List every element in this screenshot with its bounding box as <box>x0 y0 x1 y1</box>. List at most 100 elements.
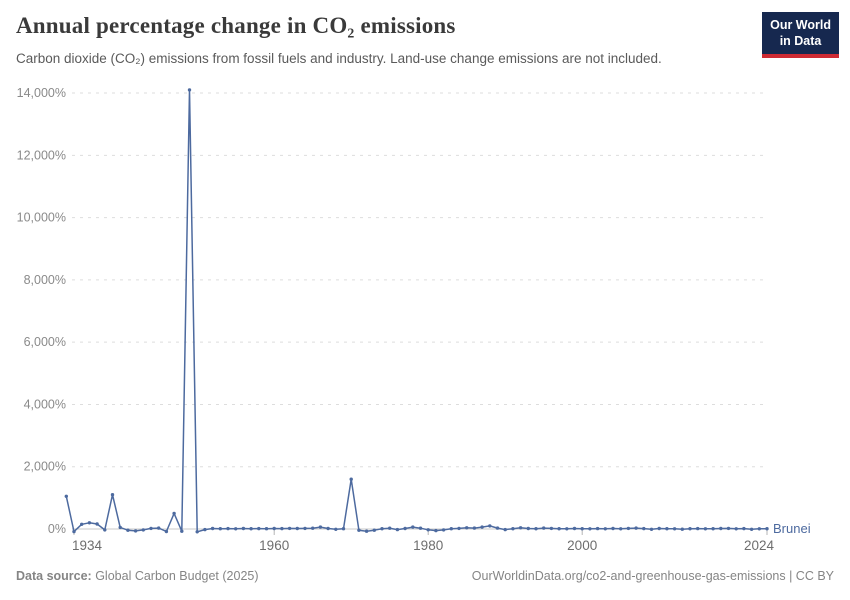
data-point[interactable] <box>542 526 546 530</box>
data-point[interactable] <box>303 526 307 531</box>
data-point[interactable] <box>503 527 507 532</box>
data-point[interactable] <box>557 527 561 531</box>
data-point[interactable] <box>357 528 361 532</box>
data-point[interactable] <box>395 527 400 532</box>
data-point[interactable] <box>465 526 469 530</box>
data-point[interactable] <box>434 528 438 533</box>
data-point[interactable] <box>364 529 369 533</box>
data-point[interactable] <box>588 527 592 531</box>
data-point[interactable] <box>765 527 769 531</box>
data-point[interactable] <box>295 526 299 531</box>
data-point[interactable] <box>726 526 731 531</box>
data-point[interactable] <box>611 526 615 531</box>
data-point[interactable] <box>619 527 623 531</box>
data-point[interactable] <box>264 527 269 531</box>
data-point[interactable] <box>149 526 153 531</box>
data-point[interactable] <box>688 527 692 531</box>
data-point[interactable] <box>696 526 700 531</box>
x-tick-label: 2024 <box>744 538 775 553</box>
data-point[interactable] <box>195 530 199 534</box>
data-point[interactable] <box>565 527 569 531</box>
data-point[interactable] <box>241 526 246 531</box>
data-point[interactable] <box>472 526 477 530</box>
data-point[interactable] <box>411 525 415 529</box>
data-point[interactable] <box>734 527 738 531</box>
data-point[interactable] <box>549 526 554 531</box>
data-point[interactable] <box>634 526 638 530</box>
data-point[interactable] <box>218 527 222 531</box>
data-point[interactable] <box>64 494 69 498</box>
data-point[interactable] <box>703 527 708 531</box>
data-point[interactable] <box>742 526 746 531</box>
data-point[interactable] <box>280 526 284 531</box>
data-point[interactable] <box>72 529 76 534</box>
data-point[interactable] <box>480 525 484 529</box>
data-point[interactable] <box>711 527 715 531</box>
data-point[interactable] <box>649 527 654 531</box>
data-point[interactable] <box>457 526 461 531</box>
data-point[interactable] <box>141 528 145 532</box>
data-point[interactable] <box>249 527 253 531</box>
y-tick-label: 8,000% <box>24 273 66 287</box>
data-point[interactable] <box>672 527 677 531</box>
footer-link[interactable]: OurWorldinData.org/co2-and-greenhouse-ga… <box>471 569 834 583</box>
data-point[interactable] <box>311 526 315 530</box>
data-point[interactable] <box>118 525 122 530</box>
data-point[interactable] <box>257 526 261 531</box>
data-point[interactable] <box>203 527 207 532</box>
data-point[interactable] <box>603 527 607 531</box>
data-point[interactable] <box>187 88 192 92</box>
data-point[interactable] <box>665 527 669 531</box>
data-point[interactable] <box>534 527 538 531</box>
data-point[interactable] <box>80 522 84 526</box>
data-point[interactable] <box>234 527 238 531</box>
data-point[interactable] <box>657 526 661 531</box>
series-line[interactable] <box>65 89 768 533</box>
data-point[interactable] <box>110 493 115 497</box>
owid-logo[interactable]: Our World in Data <box>762 12 839 59</box>
data-point[interactable] <box>526 526 530 531</box>
data-point[interactable] <box>133 529 138 533</box>
data-point[interactable] <box>580 527 584 531</box>
data-point[interactable] <box>380 527 384 531</box>
data-point[interactable] <box>87 521 92 525</box>
data-point[interactable] <box>226 526 230 531</box>
data-point[interactable] <box>349 477 353 481</box>
data-point[interactable] <box>426 528 430 532</box>
data-point[interactable] <box>95 522 99 526</box>
data-point[interactable] <box>449 527 453 531</box>
data-point[interactable] <box>157 526 161 530</box>
y-tick-label: 10,000% <box>17 211 66 225</box>
data-point[interactable] <box>403 526 407 531</box>
data-point[interactable] <box>126 528 130 532</box>
data-point[interactable] <box>418 526 423 530</box>
data-point[interactable] <box>272 526 276 531</box>
data-point[interactable] <box>680 527 684 531</box>
data-point[interactable] <box>388 526 392 530</box>
data-point[interactable] <box>341 527 346 531</box>
data-point[interactable] <box>642 526 646 531</box>
data-point[interactable] <box>595 526 600 531</box>
data-point[interactable] <box>334 527 338 531</box>
data-point[interactable] <box>180 529 184 533</box>
data-point[interactable] <box>372 528 376 532</box>
data-point[interactable] <box>326 526 330 531</box>
data-point[interactable] <box>518 526 523 530</box>
data-point[interactable] <box>757 527 761 531</box>
data-point[interactable] <box>626 526 631 531</box>
data-point[interactable] <box>511 527 515 531</box>
data-point[interactable] <box>441 528 446 532</box>
data-point[interactable] <box>488 524 492 528</box>
data-point[interactable] <box>719 526 723 531</box>
data-point[interactable] <box>164 529 169 534</box>
data-point[interactable] <box>287 526 292 531</box>
data-point[interactable] <box>318 525 323 529</box>
data-point[interactable] <box>749 527 754 531</box>
data-point[interactable] <box>572 526 577 531</box>
data-point[interactable] <box>210 526 215 531</box>
series-end-label[interactable]: Brunei <box>773 521 811 536</box>
data-point[interactable] <box>103 528 107 532</box>
data-point[interactable] <box>495 526 500 530</box>
data-point[interactable] <box>172 511 176 516</box>
